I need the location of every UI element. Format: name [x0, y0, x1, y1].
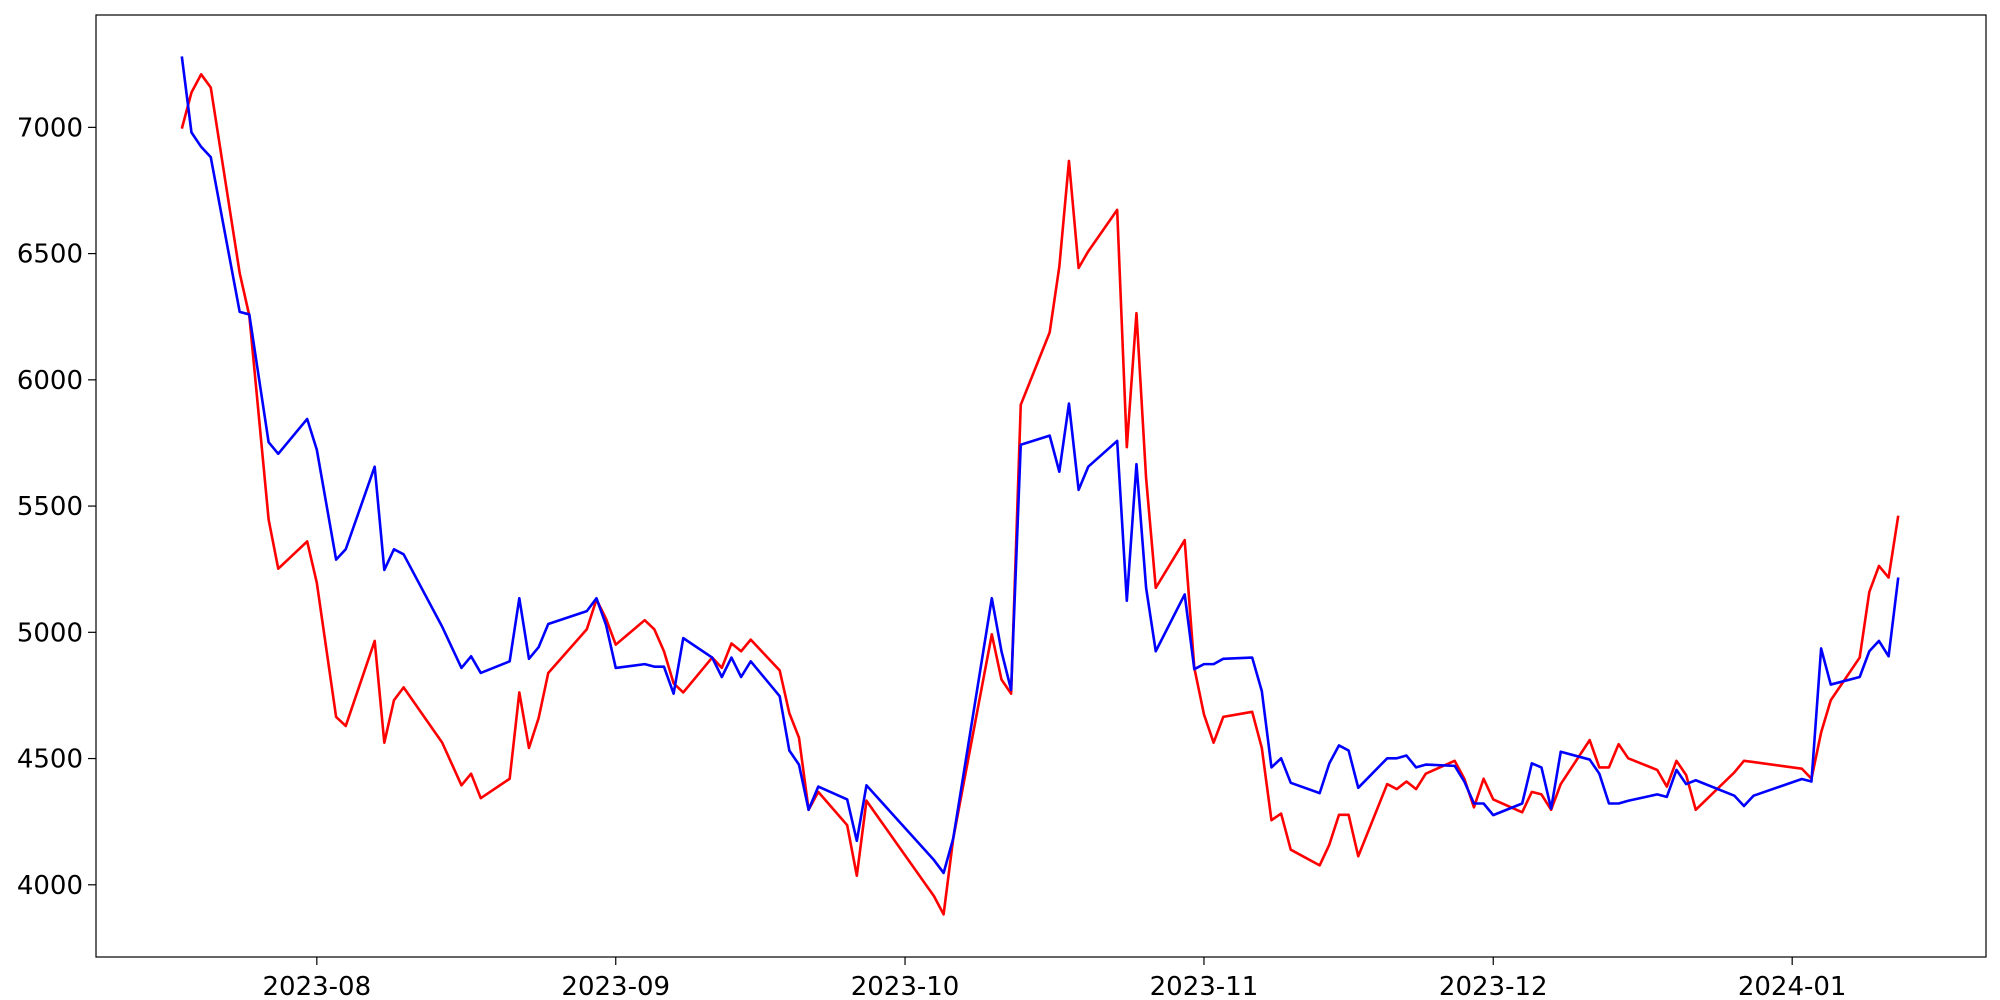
- x-tick-label: 2023-12: [1439, 972, 1548, 1000]
- y-tick-label: 4500: [17, 745, 83, 775]
- y-tick-label: 7000: [17, 113, 83, 143]
- x-tick-label: 2023-10: [851, 972, 960, 1000]
- y-tick-label: 6500: [17, 240, 83, 270]
- x-tick-label: 2023-09: [561, 972, 670, 1000]
- y-tick-label: 5500: [17, 492, 83, 522]
- plot-frame: [95, 14, 1987, 958]
- y-tick-label: 6000: [17, 366, 83, 396]
- data-line: [180, 56, 1900, 875]
- x-tick-label: 2023-11: [1150, 972, 1259, 1000]
- x-tick-label: 2023-08: [263, 972, 372, 1000]
- y-tick-label: 4000: [17, 871, 83, 901]
- x-tick-label: 2024-01: [1738, 972, 1847, 1000]
- y-tick-label: 5000: [17, 618, 83, 648]
- data-line: [180, 73, 1900, 916]
